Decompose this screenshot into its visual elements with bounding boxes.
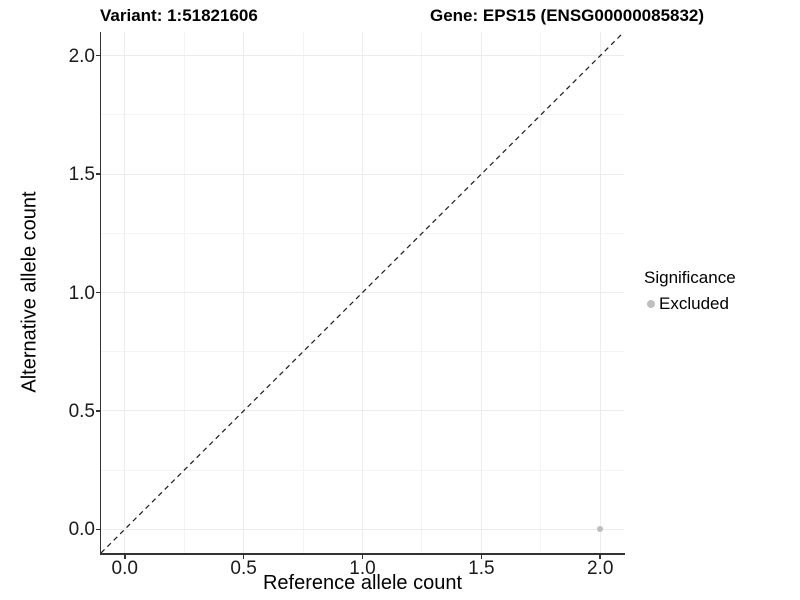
major-gridline-horizontal [101, 528, 624, 530]
x-tick-label: 1.0 [349, 558, 376, 579]
major-gridline-horizontal [101, 410, 624, 412]
x-tick-label: 1.5 [468, 558, 495, 579]
y-tick-label: 1.5 [68, 164, 95, 186]
variant-title: Variant: 1:51821606 [100, 6, 258, 25]
major-gridline-horizontal [101, 173, 624, 175]
y-tick-mark [95, 291, 100, 294]
y-tick-mark [95, 410, 100, 412]
legend-entry-label: Excluded [659, 294, 729, 313]
x-tick-label: 0.0 [111, 558, 138, 579]
x-axis-line [99, 553, 625, 555]
x-tick-label: 2.0 [587, 558, 614, 579]
y-axis-line [99, 32, 101, 555]
y-tick-label: 1.0 [68, 282, 95, 304]
x-tick-mark [124, 554, 126, 559]
y-tick-mark [95, 528, 100, 531]
y-tick-label: 2.0 [68, 45, 95, 67]
identity-line [101, 32, 624, 553]
gene-title: Gene: EPS15 (ENSG00000085832) [430, 6, 705, 25]
x-axis-title: Reference allele count [262, 572, 462, 594]
x-tick-mark [480, 554, 483, 559]
y-tick-label: 0.5 [68, 400, 95, 422]
y-tick-mark [95, 54, 100, 57]
y-tick-label: 0.0 [68, 519, 95, 541]
legend-title: Significance [644, 268, 736, 287]
x-tick-label: 0.5 [230, 558, 257, 579]
legend: Significance Excluded [644, 268, 736, 314]
plot-panel [101, 32, 624, 553]
y-axis-title: Alternative allele count [18, 191, 41, 393]
major-gridline-horizontal [101, 55, 624, 57]
legend-entry-excluded: Excluded [644, 294, 736, 314]
x-tick-mark [361, 554, 364, 559]
x-tick-mark [599, 554, 601, 559]
legend-key [644, 297, 658, 311]
y-tick-mark [95, 173, 100, 175]
data-point-excluded [597, 526, 604, 533]
x-tick-mark [242, 554, 245, 559]
excluded-point-icon [647, 300, 655, 308]
